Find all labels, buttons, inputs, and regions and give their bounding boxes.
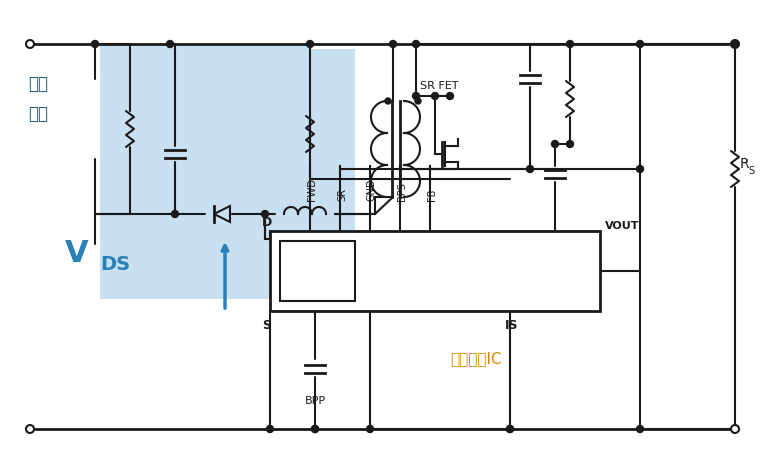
Circle shape bbox=[526, 166, 533, 173]
Text: DS: DS bbox=[100, 254, 130, 274]
Circle shape bbox=[431, 93, 438, 100]
Circle shape bbox=[262, 211, 269, 218]
Text: VOUT: VOUT bbox=[605, 221, 640, 231]
Polygon shape bbox=[100, 44, 355, 279]
Circle shape bbox=[731, 40, 738, 47]
Circle shape bbox=[415, 98, 421, 104]
Circle shape bbox=[412, 93, 419, 100]
Text: LEAKAGE: LEAKAGE bbox=[292, 231, 349, 241]
Text: GND: GND bbox=[367, 179, 377, 201]
Circle shape bbox=[412, 40, 419, 47]
Text: IS: IS bbox=[505, 319, 519, 332]
Circle shape bbox=[636, 166, 643, 173]
Circle shape bbox=[567, 40, 574, 47]
Text: 初級
鉗位: 初級 鉗位 bbox=[28, 75, 48, 123]
Circle shape bbox=[311, 425, 318, 432]
Circle shape bbox=[447, 93, 454, 100]
Text: R: R bbox=[740, 157, 750, 171]
Text: SR FET: SR FET bbox=[420, 81, 458, 91]
Circle shape bbox=[552, 140, 558, 147]
FancyBboxPatch shape bbox=[100, 49, 355, 299]
Circle shape bbox=[307, 40, 314, 47]
Text: BPP: BPP bbox=[305, 396, 326, 406]
Circle shape bbox=[366, 425, 373, 432]
Circle shape bbox=[731, 425, 739, 433]
Text: 次級控制IC: 次級控制IC bbox=[450, 352, 502, 366]
Circle shape bbox=[567, 140, 574, 147]
Text: L: L bbox=[278, 231, 288, 246]
Circle shape bbox=[636, 40, 643, 47]
Text: FB: FB bbox=[427, 189, 437, 201]
Text: FWD: FWD bbox=[307, 178, 317, 201]
Circle shape bbox=[92, 40, 99, 47]
Circle shape bbox=[26, 40, 34, 48]
Circle shape bbox=[385, 98, 391, 104]
Text: SR: SR bbox=[337, 188, 347, 201]
Text: S: S bbox=[748, 166, 754, 176]
Circle shape bbox=[167, 40, 174, 47]
Circle shape bbox=[389, 40, 396, 47]
Circle shape bbox=[26, 425, 34, 433]
Circle shape bbox=[311, 425, 318, 432]
Text: S: S bbox=[262, 319, 271, 332]
Text: BPS: BPS bbox=[397, 182, 407, 201]
Circle shape bbox=[636, 425, 643, 432]
Circle shape bbox=[731, 40, 739, 48]
Circle shape bbox=[171, 211, 178, 218]
Circle shape bbox=[506, 425, 513, 432]
Circle shape bbox=[506, 425, 513, 432]
Bar bbox=[280, 241, 355, 301]
Bar bbox=[270, 231, 600, 311]
Text: D: D bbox=[262, 216, 272, 229]
Text: V: V bbox=[65, 240, 89, 269]
Circle shape bbox=[266, 425, 274, 432]
